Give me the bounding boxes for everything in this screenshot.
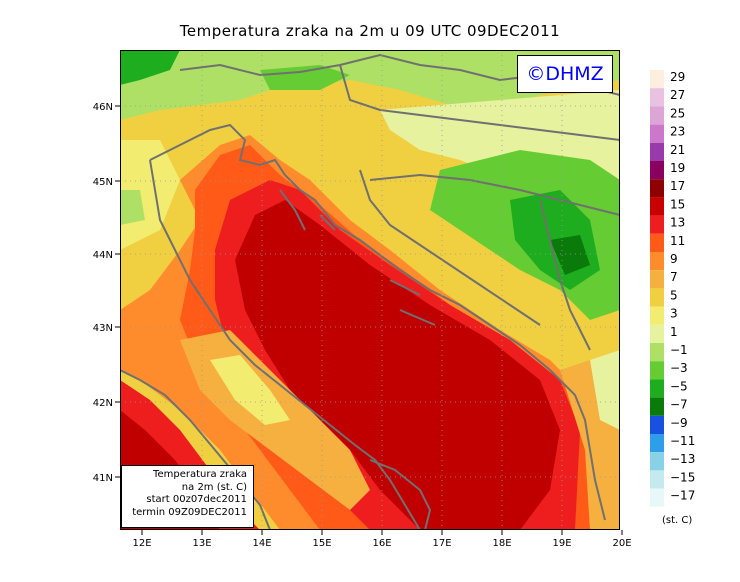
info-box: Temperatura zraka na 2m (st. C) start 00…: [121, 465, 254, 528]
legend-swatch: [650, 452, 664, 471]
legend-label: 11: [670, 234, 685, 248]
east-coldest-patch: [550, 235, 590, 275]
legend-swatch: [650, 470, 664, 489]
legend-label: 25: [670, 106, 685, 120]
legend-swatch: [650, 488, 664, 507]
balkan-south-pale: [590, 350, 620, 430]
x-tick-label: 19E: [552, 538, 571, 549]
legend-swatch: [650, 124, 664, 143]
legend-swatch: [650, 88, 664, 107]
legend-label: −1: [670, 343, 688, 357]
legend-swatch: [650, 215, 664, 234]
x-tick-label: 17E: [432, 538, 451, 549]
italy-south-pale: [210, 355, 290, 425]
legend-label: −13: [670, 452, 695, 466]
legend-label: 3: [670, 307, 678, 321]
x-tick-label: 16E: [372, 538, 391, 549]
italy-pale-region: [120, 140, 180, 250]
legend-swatch: [650, 343, 664, 362]
color-legend: 29 27 25 23 21 19 17 15 13 11 9 7 5 3 1 −1 −3 −5 −7 −9 −11 −1…: [650, 70, 695, 526]
legend-label: −7: [670, 398, 688, 412]
y-tick-label: 42N: [93, 398, 113, 409]
y-tick-label: 41N: [93, 473, 113, 484]
legend-label: 9: [670, 252, 678, 266]
legend-swatch: [650, 179, 664, 198]
legend-swatch: [650, 415, 664, 434]
info-line-2: na 2m (st. C): [181, 481, 247, 493]
legend-unit: (st. C): [662, 515, 692, 526]
legend-label: 21: [670, 143, 685, 157]
north-green-patch: [260, 65, 350, 90]
y-tick-label: 43N: [93, 323, 113, 334]
legend-swatch: [650, 361, 664, 380]
legend-label: 23: [670, 125, 685, 139]
copyright-label: ©DHMZ: [517, 55, 613, 93]
y-tick-label: 45N: [93, 177, 113, 188]
north-colder-region: [120, 50, 180, 85]
legend-swatch: [650, 70, 664, 89]
legend-label: −3: [670, 361, 688, 375]
legend-swatch: [650, 397, 664, 416]
x-axis: 12E 13E 14E 15E 16E 17E 18E 19E 20E: [132, 530, 632, 549]
legend-swatch: [650, 142, 664, 161]
legend-swatch: [650, 288, 664, 307]
y-tick-label: 44N: [93, 250, 113, 261]
italy-green-patch: [120, 190, 145, 225]
x-tick-label: 13E: [192, 538, 211, 549]
info-line-1: Temperatura zraka: [153, 469, 247, 480]
legend-swatch: [650, 306, 664, 325]
legend-swatch: [650, 434, 664, 453]
legend-label: 5: [670, 288, 678, 302]
map-frame: [120, 50, 620, 530]
y-axis: 46N 45N 44N 43N 42N 41N: [93, 102, 120, 484]
adriatic-sea-hot: [235, 200, 560, 530]
temperature-map: [120, 50, 620, 530]
legend-swatch: [650, 324, 664, 343]
y-tick-label: 46N: [93, 102, 113, 113]
legend-label: 19: [670, 161, 685, 175]
legend-swatch: [650, 106, 664, 125]
x-tick-label: 15E: [312, 538, 331, 549]
legend-swatch: [650, 197, 664, 216]
legend-swatch: [650, 379, 664, 398]
x-tick-label: 20E: [612, 538, 631, 549]
legend-swatch: [650, 270, 664, 289]
x-tick-label: 14E: [252, 538, 271, 549]
map-title: Temperatura zraka na 2m u 09 UTC 09DEC20…: [179, 22, 561, 40]
graticule: [120, 50, 620, 530]
legend-label: 17: [670, 179, 685, 193]
legend-swatch: [650, 233, 664, 252]
legend-label: −15: [670, 470, 695, 484]
legend-label: 27: [670, 88, 685, 102]
legend-label: 29: [670, 70, 685, 84]
legend-swatch: [650, 252, 664, 271]
x-tick-label: 18E: [492, 538, 511, 549]
legend-label: 7: [670, 270, 678, 284]
x-tick-label: 12E: [132, 538, 151, 549]
legend-label: −9: [670, 416, 688, 430]
legend-label: −5: [670, 379, 688, 393]
info-line-4: termin 09Z09DEC2011: [132, 506, 247, 518]
info-line-3: start 00z07dec2011: [146, 494, 247, 505]
legend-label: −17: [670, 489, 695, 503]
legend-label: 13: [670, 216, 685, 230]
legend-label: −11: [670, 434, 695, 448]
legend-swatch: [650, 161, 664, 180]
legend-label: 1: [670, 325, 678, 339]
legend-label: 15: [670, 197, 685, 211]
